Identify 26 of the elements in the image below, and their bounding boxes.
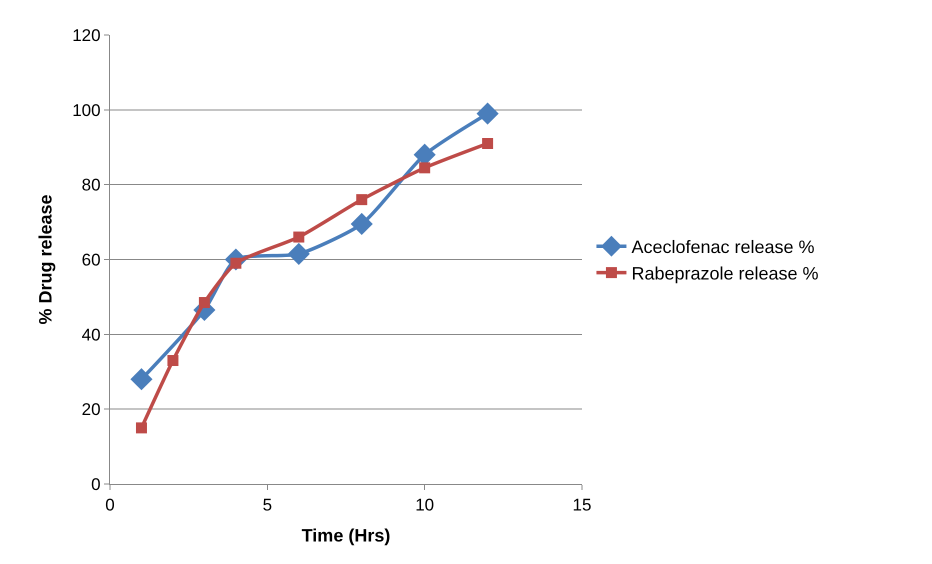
point — [293, 232, 304, 243]
point — [130, 368, 153, 390]
point — [167, 355, 178, 366]
x-tick-label: 15 — [572, 495, 592, 514]
legend-label: Rabeprazole release % — [631, 264, 819, 284]
point — [356, 194, 368, 206]
y-tick-label: 40 — [82, 325, 101, 344]
point — [350, 212, 373, 235]
point — [419, 162, 430, 174]
x-tick-label: 0 — [105, 495, 115, 514]
point — [288, 242, 310, 265]
y-axis-title: % Drug release — [35, 194, 56, 325]
point — [198, 297, 210, 308]
point — [482, 138, 494, 150]
x-tick-label: 10 — [415, 495, 434, 514]
y-tick-label: 120 — [72, 26, 101, 45]
y-tick-label: 20 — [82, 400, 101, 420]
y-tick-label: 80 — [82, 176, 101, 195]
x-axis-title: Time (Hrs) — [302, 526, 390, 546]
y-tick-label: 60 — [82, 250, 101, 270]
point — [136, 422, 147, 434]
point — [476, 102, 499, 125]
x-tick-label: 5 — [262, 495, 272, 514]
legend-label: Aceclofenac release % — [631, 237, 815, 258]
y-tick-label: 100 — [72, 100, 101, 120]
y-tick-label: 0 — [91, 474, 101, 494]
